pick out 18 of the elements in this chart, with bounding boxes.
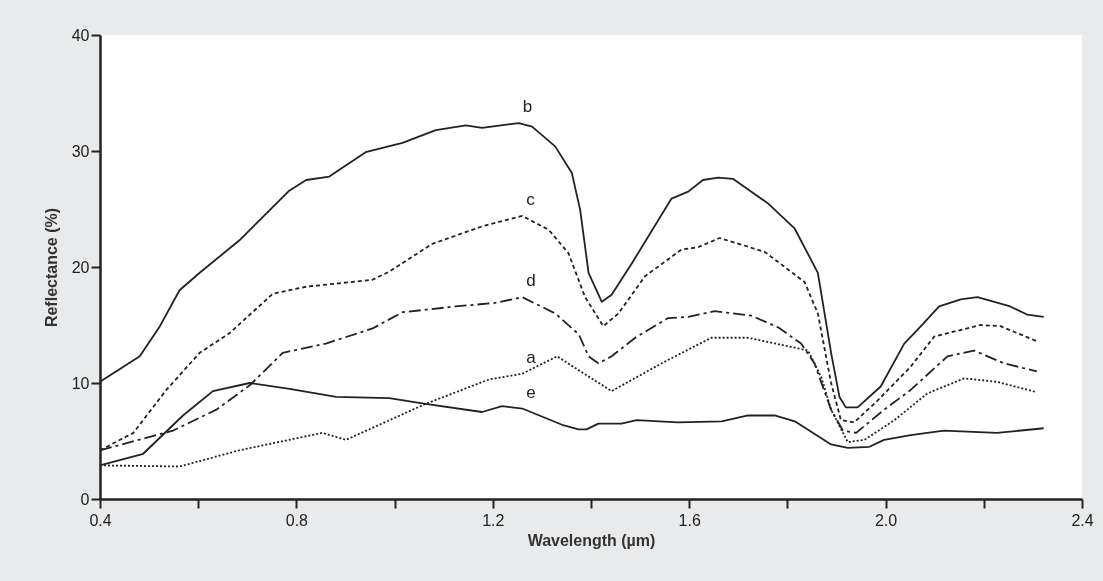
series-label: e	[526, 382, 536, 402]
x-tick-label: 2.0	[874, 511, 898, 529]
y-axis-title: Reflectance (%)	[42, 207, 60, 328]
x-axis-title: Wavelength (µm)	[527, 531, 656, 549]
y-tick-label: 20	[71, 258, 90, 276]
series-label: a	[526, 347, 537, 367]
series-label: c	[526, 189, 536, 209]
x-tick-label: 0.4	[89, 511, 112, 529]
x-tick-label: 0.8	[285, 511, 309, 529]
y-tick-label: 40	[71, 26, 90, 44]
y-tick-label: 0	[80, 490, 90, 508]
series-label: d	[526, 271, 536, 291]
x-tick-label: 1.6	[678, 511, 701, 529]
y-tick-label: 10	[71, 374, 90, 392]
y-tick-label: 30	[71, 142, 90, 160]
x-tick-label: 2.4	[1071, 511, 1094, 529]
x-tick-label: 1.2	[482, 511, 505, 529]
series-label: b	[522, 97, 533, 117]
